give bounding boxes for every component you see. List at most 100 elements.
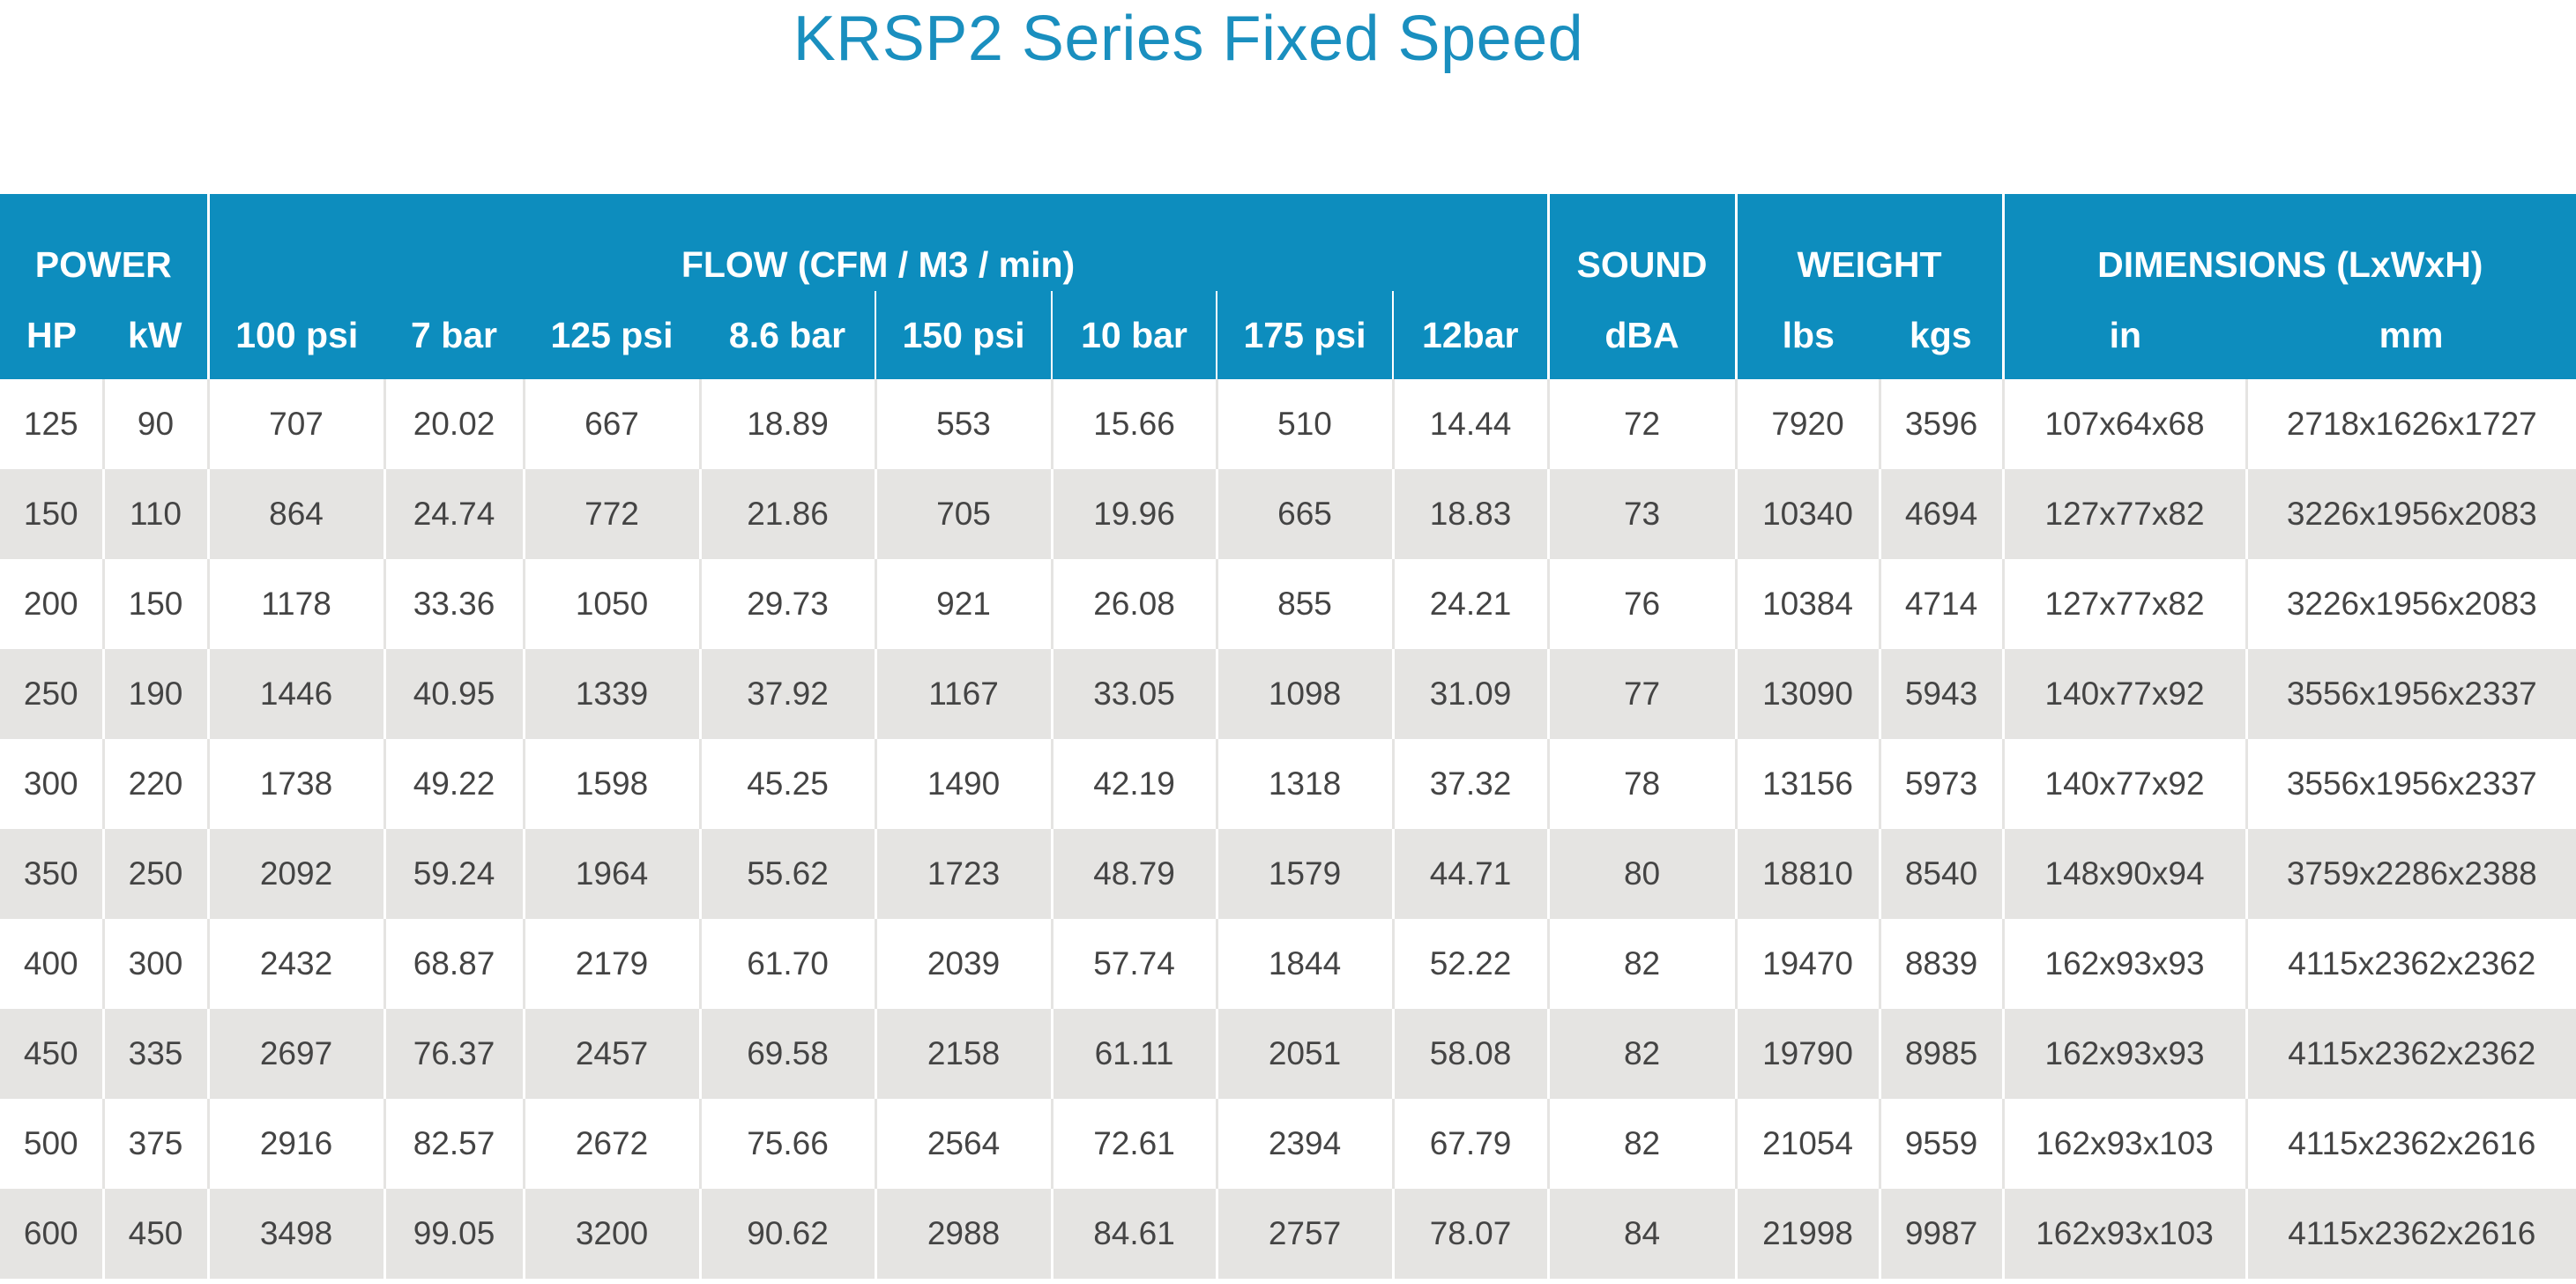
header-unit-row: HP kW 100 psi 7 bar 125 psi 8.6 bar 150 … xyxy=(0,291,2576,379)
cell-flow-8-6-bar: 75.66 xyxy=(698,1099,875,1189)
cell-flow-175-psi: 855 xyxy=(1215,559,1393,649)
cell-kw: 110 xyxy=(101,469,208,559)
cell-weight-lbs: 7920 xyxy=(1734,379,1880,469)
cell-kw: 300 xyxy=(101,919,208,1009)
cell-flow-125-psi: 772 xyxy=(522,469,700,559)
unit-in: in xyxy=(2001,291,2247,379)
cell-flow-100-psi: 1446 xyxy=(206,649,384,739)
cell-flow-175-psi: 2394 xyxy=(1215,1099,1393,1189)
cell-sound-dba: 82 xyxy=(1546,919,1737,1009)
cell-weight-lbs: 13156 xyxy=(1734,739,1880,829)
cell-flow-12bar: 67.79 xyxy=(1391,1099,1549,1189)
cell-flow-10-bar: 84.61 xyxy=(1050,1189,1217,1279)
cell-dimensions-mm: 4115x2362x2362 xyxy=(2245,919,2576,1009)
cell-hp: 200 xyxy=(23,586,78,622)
cell-dimensions-in: 140x77x92 xyxy=(2001,739,2247,829)
cell-weight-lbs: 10384 xyxy=(1734,559,1880,649)
cell-flow-125-psi: 2672 xyxy=(522,1099,700,1189)
table-body: 125 90 707 20.02 667 18.89 553 15.66 510 14.44 72 7… xyxy=(0,379,2576,1279)
cell-dimensions-in: 127x77x82 xyxy=(2001,469,2247,559)
cell-flow-100-psi: 2432 xyxy=(206,919,384,1009)
cell-weight-lbs: 18810 xyxy=(1734,829,1880,919)
cell-flow-100-psi: 2697 xyxy=(206,1009,384,1099)
cell-kw: 250 xyxy=(101,829,208,919)
cell-hp: 300 xyxy=(23,765,78,802)
cell-dimensions-in: 127x77x82 xyxy=(2001,559,2247,649)
cell-dimensions-mm: 3226x1956x2083 xyxy=(2245,469,2576,559)
cell-flow-175-psi: 1579 xyxy=(1215,829,1393,919)
page-title: KRSP2 Series Fixed Speed xyxy=(793,4,1584,74)
cell-sound-dba: 84 xyxy=(1546,1189,1737,1279)
cell-flow-10-bar: 19.96 xyxy=(1050,469,1217,559)
cell-hp: 150 xyxy=(0,469,103,559)
cell-flow-8-6-bar: 61.70 xyxy=(698,919,875,1009)
cell-flow-8-6-bar: 90.62 xyxy=(698,1189,875,1279)
table-row: 350 250 2092 59.24 1964 55.62 1723 48.79 1579 44.… xyxy=(0,829,2576,919)
cell-hp: 450 xyxy=(0,1009,103,1099)
cell-flow-125-psi: 3200 xyxy=(522,1189,700,1279)
cell-flow-10-bar: 15.66 xyxy=(1050,379,1217,469)
cell-flow-125-psi: 2457 xyxy=(522,1009,700,1099)
cell-flow-12bar: 31.09 xyxy=(1391,649,1549,739)
cell-flow-125-psi: 1339 xyxy=(522,649,700,739)
cell-flow-100-psi: 2916 xyxy=(206,1099,384,1189)
cell-flow-8-6-bar: 18.89 xyxy=(698,379,875,469)
cell-flow-150-psi: 1167 xyxy=(874,649,1052,739)
cell-dimensions-in: 148x90x94 xyxy=(2001,829,2247,919)
cell-kw: 375 xyxy=(101,1099,208,1189)
cell-flow-8-6-bar: 37.92 xyxy=(698,649,875,739)
cell-hp: 250 xyxy=(0,649,103,739)
cell-flow-7-bar: 24.74 xyxy=(383,469,524,559)
cell-kw: 335 xyxy=(101,1009,208,1099)
header-power: POWER xyxy=(0,194,208,291)
unit-kw: kW xyxy=(103,291,208,379)
cell-flow-8-6-bar: 29.73 xyxy=(698,559,875,649)
unit-lbs: lbs xyxy=(1734,291,1880,379)
cell-hp: 400 xyxy=(23,945,78,982)
cell-kw: 220 xyxy=(101,739,208,829)
table-row: 600 450 3498 99.05 3200 90.62 2988 84.61 2757 78.… xyxy=(0,1189,2576,1279)
specs-table: POWER FLOW (CFM / M3 / min) SOUND WEIGHT… xyxy=(0,194,2576,1279)
cell-weight-kgs: 9559 xyxy=(1878,1099,2004,1189)
cell-weight-lbs: 19470 xyxy=(1734,919,1880,1009)
cell-weight-kgs: 5973 xyxy=(1878,739,2004,829)
cell-flow-7-bar: 40.95 xyxy=(383,649,524,739)
unit-12bar: 12bar xyxy=(1391,291,1549,379)
cell-flow-150-psi: 2564 xyxy=(874,1099,1052,1189)
cell-sound-dba: 76 xyxy=(1546,559,1737,649)
cell-flow-125-psi: 1050 xyxy=(522,559,700,649)
cell-flow-100-psi: 1738 xyxy=(206,739,384,829)
cell-dimensions-mm: 4115x2362x2362 xyxy=(2245,1009,2576,1099)
cell-sound-dba: 77 xyxy=(1546,649,1737,739)
cell-weight-kgs: 8985 xyxy=(1878,1009,2004,1099)
cell-flow-175-psi: 2051 xyxy=(1215,1009,1393,1099)
cell-flow-10-bar: 42.19 xyxy=(1050,739,1217,829)
cell-flow-12bar: 78.07 xyxy=(1391,1189,1549,1279)
header-sound: SOUND xyxy=(1546,194,1737,291)
cell-flow-12bar: 24.21 xyxy=(1391,559,1549,649)
cell-flow-175-psi: 1844 xyxy=(1215,919,1393,1009)
cell-sound-dba: 80 xyxy=(1546,829,1737,919)
table-row: 450 335 2697 76.37 2457 69.58 2158 61.11 2051 58.… xyxy=(0,1009,2576,1099)
cell-weight-kgs: 4694 xyxy=(1878,469,2004,559)
cell-flow-175-psi: 665 xyxy=(1215,469,1393,559)
cell-flow-175-psi: 1318 xyxy=(1215,739,1393,829)
cell-flow-12bar: 58.08 xyxy=(1391,1009,1549,1099)
cell-flow-100-psi: 707 xyxy=(206,379,384,469)
cell-flow-125-psi: 667 xyxy=(522,379,700,469)
unit-10-bar: 10 bar xyxy=(1051,291,1217,379)
cell-flow-12bar: 52.22 xyxy=(1391,919,1549,1009)
cell-sound-dba: 73 xyxy=(1546,469,1737,559)
cell-flow-12bar: 44.71 xyxy=(1391,829,1549,919)
table-row: 300 220 1738 49.22 1598 45.25 1490 42.19 1318 37.… xyxy=(0,739,2576,829)
cell-flow-8-6-bar: 55.62 xyxy=(698,829,875,919)
table-row: 150 110 864 24.74 772 21.86 705 19.96 665 18.83 73… xyxy=(0,469,2576,559)
cell-dimensions-in: 162x93x93 xyxy=(2001,1009,2247,1099)
cell-weight-kgs: 8540 xyxy=(1878,829,2004,919)
cell-sound-dba: 82 xyxy=(1546,1099,1737,1189)
cell-flow-175-psi: 510 xyxy=(1215,379,1393,469)
cell-flow-150-psi: 705 xyxy=(874,469,1052,559)
cell-flow-100-psi: 2092 xyxy=(206,829,384,919)
cell-flow-7-bar: 99.05 xyxy=(383,1189,524,1279)
cell-kw: 190 xyxy=(101,649,208,739)
